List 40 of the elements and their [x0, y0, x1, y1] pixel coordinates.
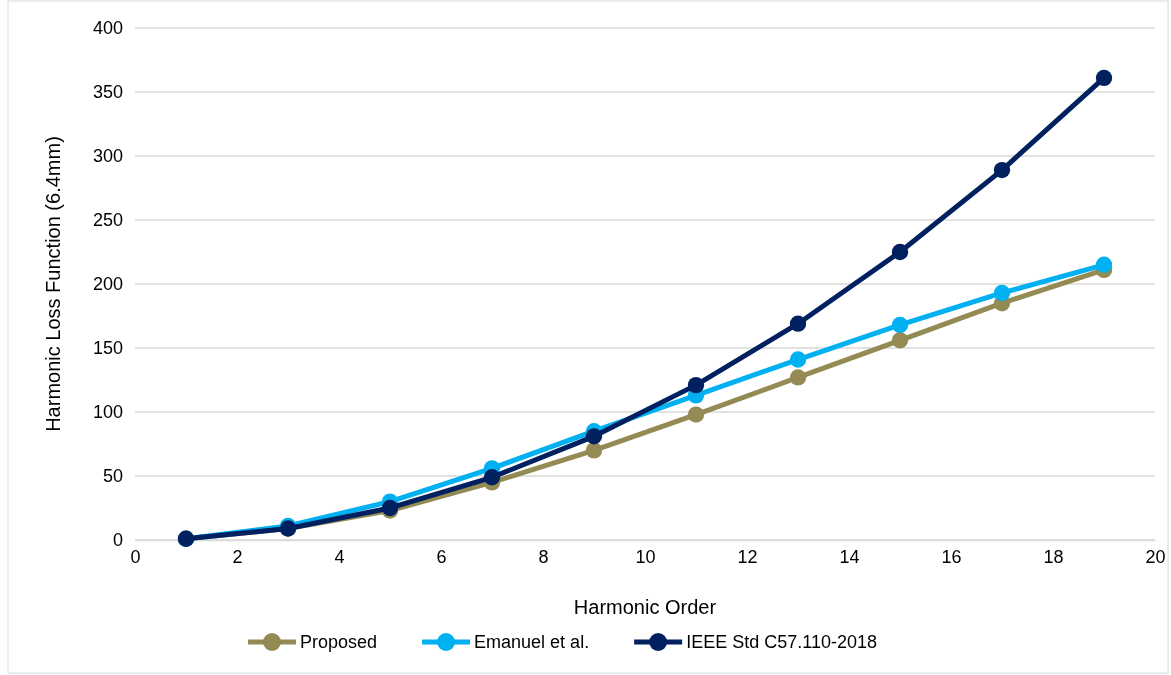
- y-tick-label: 400: [92, 18, 123, 39]
- legend-label: Proposed: [300, 632, 378, 652]
- point: [891, 332, 909, 349]
- point: [687, 406, 705, 423]
- point: [993, 161, 1011, 179]
- point: [585, 428, 603, 445]
- x-tick-label: 16: [941, 546, 962, 567]
- x-axis-title: Harmonic Order: [573, 596, 717, 618]
- x-tick-label: 20: [1145, 546, 1166, 567]
- point: [1095, 69, 1113, 87]
- point: [585, 442, 603, 459]
- x-tick-label: 8: [538, 546, 549, 567]
- legend-label: Emanuel et al.: [474, 632, 590, 652]
- point: [1095, 256, 1113, 273]
- point: [687, 376, 705, 394]
- point: [789, 351, 807, 368]
- x-tick-label: 10: [635, 546, 656, 567]
- y-tick-label: 100: [92, 402, 123, 423]
- y-tick-label: 350: [92, 82, 123, 103]
- point: [789, 369, 807, 386]
- x-tick-label: 12: [737, 546, 758, 567]
- point: [891, 316, 909, 334]
- x-tick-label: 4: [334, 546, 345, 567]
- y-axis-title: Harmonic Loss Function (6.4mm): [42, 136, 64, 432]
- x-tick-label: 14: [839, 546, 860, 567]
- point: [993, 284, 1011, 302]
- point: [891, 243, 909, 261]
- y-tick-label: 200: [92, 274, 123, 295]
- x-tick-label: 18: [1043, 546, 1064, 567]
- x-tick-label: 0: [130, 546, 141, 567]
- y-tick-label: 150: [92, 338, 123, 359]
- x-tick-label: 2: [232, 546, 243, 567]
- y-tick-label: 250: [92, 210, 123, 231]
- y-tick-label: 0: [112, 530, 123, 551]
- point: [789, 315, 807, 332]
- x-tick-label: 6: [436, 546, 447, 567]
- point: [483, 469, 501, 486]
- legend-label: IEEE Std C57.110-2018: [686, 632, 877, 652]
- y-tick-label: 300: [92, 146, 123, 167]
- y-tick-label: 50: [102, 466, 123, 487]
